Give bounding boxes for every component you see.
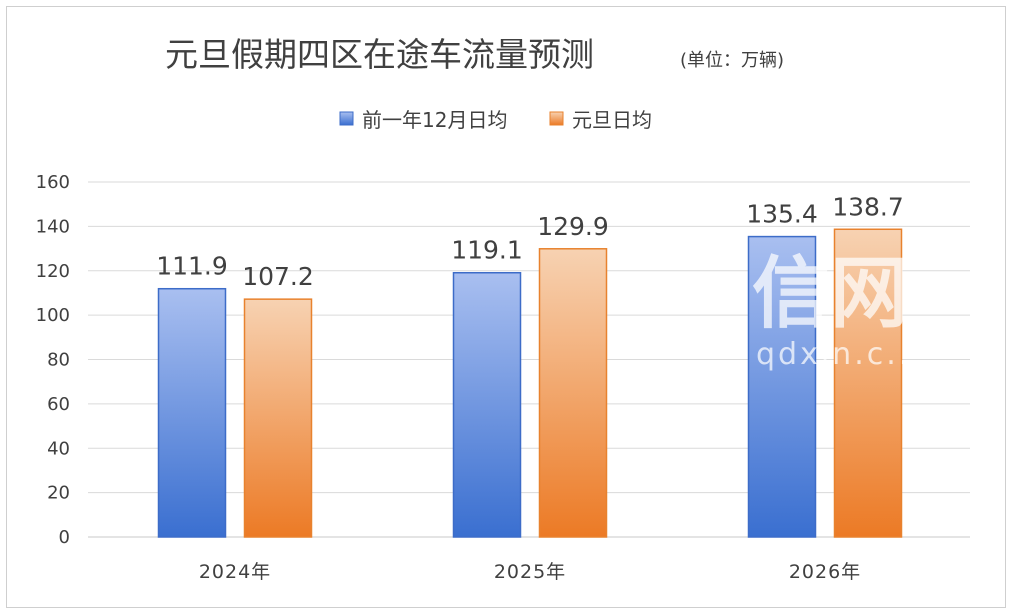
y-tick-label: 20 <box>47 483 70 504</box>
y-tick-label: 160 <box>36 172 70 193</box>
y-tick-label: 80 <box>47 350 70 371</box>
data-label-series-2-1: 107.2 <box>242 262 314 291</box>
legend-label-series-1: 前一年12月日均 <box>362 108 507 132</box>
legend-swatch-series-1 <box>339 111 354 126</box>
bars <box>157 228 903 538</box>
y-tick-label: 60 <box>47 394 70 415</box>
legend: 前一年12月日均 元旦日均 <box>339 108 652 132</box>
x-category-label: 2025年 <box>494 561 566 583</box>
y-tick-label: 40 <box>47 438 70 459</box>
bar-series-2-1 <box>243 298 313 538</box>
bar-series-1-2 <box>452 271 522 538</box>
legend-label-series-2: 元旦日均 <box>572 108 652 132</box>
data-label-series-2-2: 129.9 <box>537 212 609 241</box>
watermark: 信网 qdxin.c... <box>752 249 924 372</box>
legend-swatch-series-2 <box>549 111 564 126</box>
data-labels: 111.9 107.2 119.1 129.9 135.4 138.7 <box>156 192 904 291</box>
y-tick-label: 120 <box>36 261 70 282</box>
chart-title: 元旦假期四区在途车流量预测 <box>165 35 594 74</box>
x-axis-categories: 2024年 2025年 2026年 <box>199 561 861 583</box>
y-tick-label: 0 <box>59 527 70 548</box>
bar-series-1-1 <box>157 287 227 538</box>
watermark-logo: 信网 <box>752 249 908 339</box>
data-label-series-1-2: 119.1 <box>451 236 523 265</box>
x-category-label: 2026年 <box>789 561 861 583</box>
watermark-site: qdxin.c... <box>756 337 924 372</box>
data-label-series-1-1: 111.9 <box>156 252 228 281</box>
bar-series-2-3 <box>833 228 903 538</box>
y-axis-ticks: 0 20 40 60 80 100 120 140 160 <box>36 172 70 548</box>
y-tick-label: 140 <box>36 216 70 237</box>
bar-series-1-3 <box>747 235 817 538</box>
y-tick-label: 100 <box>36 305 70 326</box>
data-label-series-1-3: 135.4 <box>746 200 818 229</box>
x-category-label: 2024年 <box>199 561 271 583</box>
chart-unit: (单位：万辆) <box>680 50 784 71</box>
grid-lines <box>88 181 970 538</box>
data-label-series-2-3: 138.7 <box>832 192 904 221</box>
bar-series-2-2 <box>538 248 608 538</box>
